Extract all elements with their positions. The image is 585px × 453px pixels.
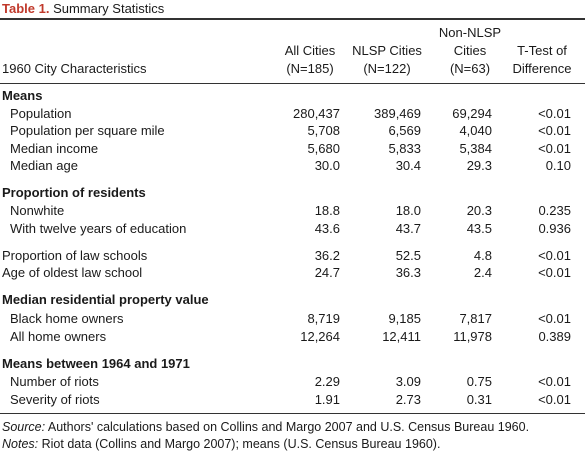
table-title: Table 1. Summary Statistics <box>2 1 164 16</box>
table-cell: <0.01 <box>538 265 571 280</box>
table-cell: 43.7 <box>395 221 421 236</box>
section-heading: Median residential property value <box>2 292 209 307</box>
table-cell: <0.01 <box>538 248 571 263</box>
notes-text: Riot data (Collins and Margo 2007); mean… <box>38 437 441 451</box>
top-rule <box>0 18 585 20</box>
table-cell: 18.0 <box>395 203 421 218</box>
table-cell: 12,411 <box>382 329 421 344</box>
section-heading: Means <box>2 88 43 103</box>
table-cell: 5,384 <box>459 141 492 156</box>
column-header-4-line3: Difference <box>512 61 572 76</box>
table-caption: Summary Statistics <box>49 1 165 16</box>
notes-note: Notes: Riot data (Collins and Margo 2007… <box>2 436 440 452</box>
row-label: Severity of riots <box>10 392 100 407</box>
table-cell: 5,680 <box>307 141 340 156</box>
column-header-2-line3: (N=122) <box>363 61 411 76</box>
table-cell: 69,294 <box>452 106 492 121</box>
table-cell: 5,708 <box>307 123 340 138</box>
row-label: Proportion of law schools <box>2 248 148 263</box>
table-cell: <0.01 <box>538 374 571 389</box>
table-cell: 6,569 <box>388 123 421 138</box>
row-label: Median income <box>10 141 99 156</box>
section-heading: Means between 1964 and 1971 <box>2 356 190 371</box>
table-cell: 0.936 <box>538 221 571 236</box>
table-cell: 4,040 <box>459 123 492 138</box>
table-cell: 2.29 <box>314 374 340 389</box>
column-header-2-line2: NLSP Cities <box>352 43 422 58</box>
row-label: Black home owners <box>10 311 124 326</box>
table-cell: 43.5 <box>466 221 492 236</box>
row-label: Median age <box>10 158 78 173</box>
notes-label: Notes: <box>2 437 39 451</box>
table-cell: 0.10 <box>545 158 571 173</box>
table-cell: 36.3 <box>395 265 421 280</box>
table-cell: 389,469 <box>374 106 421 121</box>
table-cell: <0.01 <box>538 392 571 407</box>
bottom-rule <box>0 413 585 414</box>
table-cell: 11,978 <box>453 329 492 344</box>
column-header-4-line2: T-Test of <box>517 43 567 58</box>
table-cell: 24.7 <box>314 265 340 280</box>
table-cell: 52.5 <box>395 248 421 263</box>
table-cell: 20.3 <box>466 203 492 218</box>
column-header-1-line2: All Cities <box>284 43 336 58</box>
table-cell: 30.4 <box>395 158 421 173</box>
table-cell: <0.01 <box>538 123 571 138</box>
row-label-header: 1960 City Characteristics <box>2 61 147 76</box>
row-label: With twelve years of education <box>10 221 187 236</box>
source-note: Source: Authors' calculations based on C… <box>2 419 529 435</box>
table-cell: 12,264 <box>300 329 340 344</box>
source-text: Authors' calculations based on Collins a… <box>45 420 530 434</box>
table-number: Table 1. <box>2 1 50 16</box>
table-cell: 2.73 <box>395 392 421 407</box>
table-cell: 9,185 <box>388 311 421 326</box>
table-cell: 280,437 <box>293 106 340 121</box>
table-cell: 18.8 <box>314 203 340 218</box>
table-cell: 43.6 <box>314 221 340 236</box>
table-cell: <0.01 <box>538 311 571 326</box>
row-label: Nonwhite <box>10 203 65 218</box>
table-cell: 36.2 <box>314 248 340 263</box>
row-label: Number of riots <box>10 374 99 389</box>
row-label: Age of oldest law school <box>2 265 143 280</box>
row-label: Population <box>10 106 72 121</box>
source-label: Source: <box>2 420 46 434</box>
header-rule <box>0 83 585 84</box>
row-label: Population per square mile <box>10 123 165 138</box>
table-cell: <0.01 <box>538 106 571 121</box>
column-header-1-line3: (N=185) <box>286 61 334 76</box>
row-label: All home owners <box>10 329 107 344</box>
table-cell: 8,719 <box>307 311 340 326</box>
table-cell: 0.389 <box>538 329 571 344</box>
column-header-3-line3: (N=63) <box>449 61 491 76</box>
table-cell: 7,817 <box>459 311 492 326</box>
table-cell: 3.09 <box>395 374 421 389</box>
table-cell: 0.31 <box>466 392 492 407</box>
column-header-3-line1: Non-NLSP <box>438 25 502 40</box>
table-cell: 2.4 <box>473 265 492 280</box>
table-cell: 0.75 <box>466 374 492 389</box>
column-header-3-line2: Cities <box>453 43 487 58</box>
table-cell: 0.235 <box>538 203 571 218</box>
table-cell: 4.8 <box>473 248 492 263</box>
table-cell: 5,833 <box>388 141 421 156</box>
section-heading: Proportion of residents <box>2 185 146 200</box>
table-cell: 1.91 <box>314 392 340 407</box>
table-cell: <0.01 <box>538 141 571 156</box>
table-cell: 29.3 <box>466 158 492 173</box>
table-cell: 30.0 <box>314 158 340 173</box>
